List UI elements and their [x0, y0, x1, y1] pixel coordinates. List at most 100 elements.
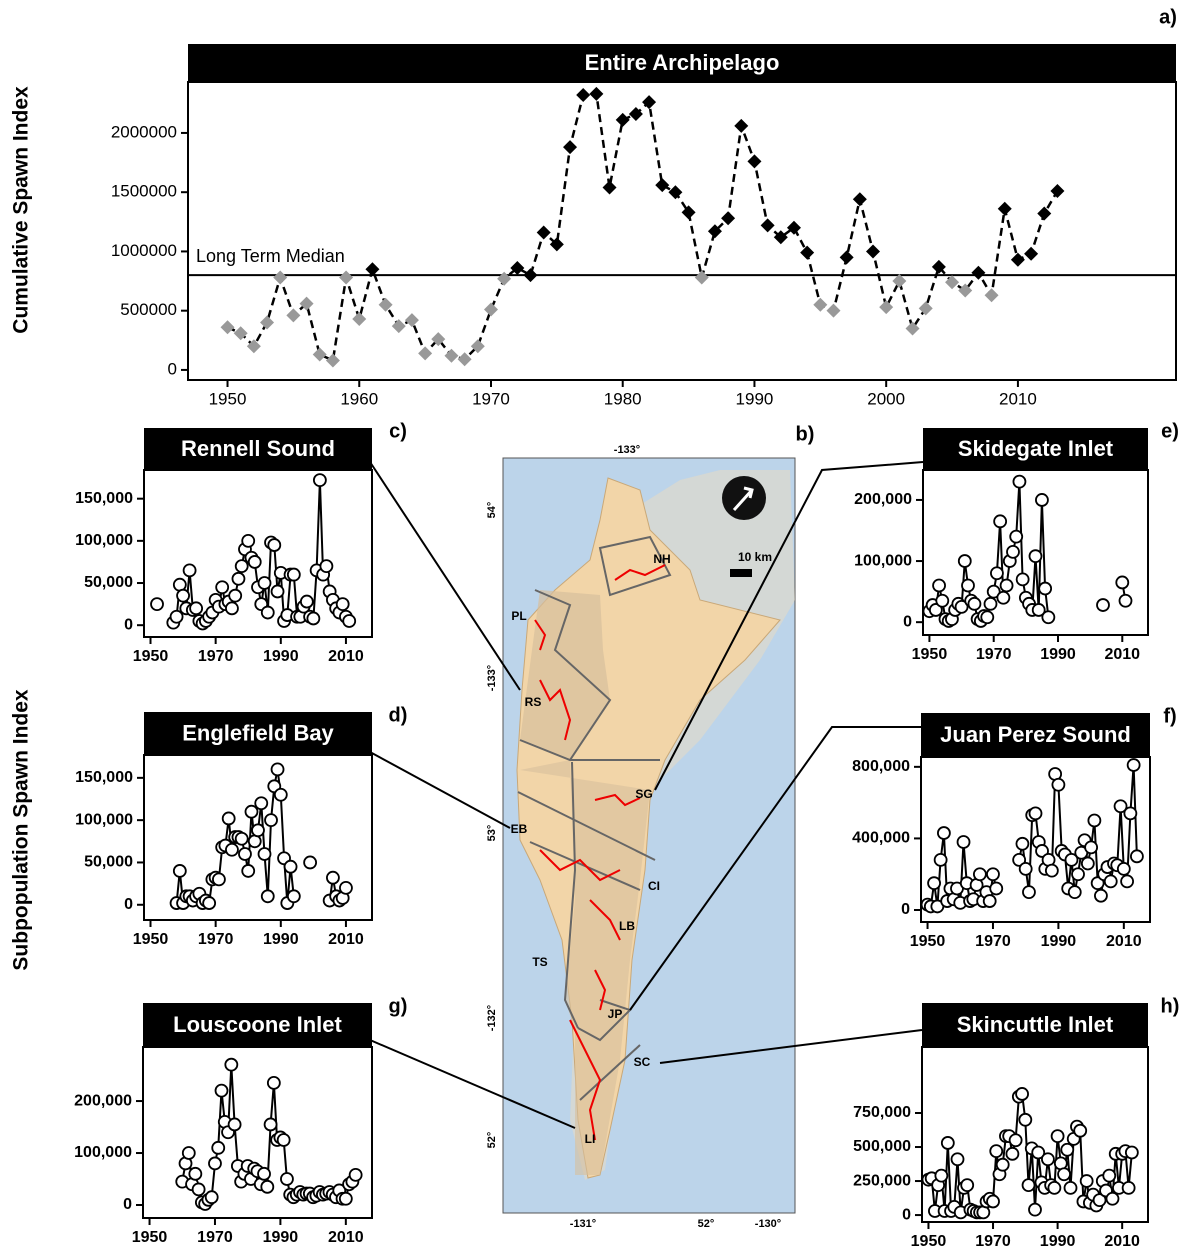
- data-point: [1036, 494, 1048, 506]
- data-point: [151, 598, 163, 610]
- data-point: [826, 304, 840, 318]
- data-point: [184, 564, 196, 576]
- data-point: [961, 1179, 973, 1191]
- data-point: [629, 107, 643, 121]
- data-point: [981, 611, 993, 623]
- y-tick-label: 500000: [120, 300, 177, 319]
- data-point: [249, 556, 261, 568]
- data-point: [1128, 759, 1140, 771]
- y-tick-label: 2000000: [111, 122, 177, 141]
- panel-label: g): [389, 995, 408, 1017]
- data-point: [301, 596, 313, 608]
- data-point: [379, 298, 393, 312]
- data-point: [418, 346, 432, 360]
- data-point: [840, 250, 854, 264]
- median-label: Long Term Median: [196, 246, 345, 266]
- data-point: [974, 868, 986, 880]
- data-point: [1017, 573, 1029, 585]
- y-tick-label: 1500000: [111, 182, 177, 201]
- graticule-label: -133°: [486, 665, 498, 691]
- data-point: [576, 88, 590, 102]
- data-point: [928, 877, 940, 889]
- y-tick-label: 0: [124, 896, 133, 913]
- x-tick-label: 1970: [472, 389, 510, 408]
- data-point: [314, 474, 326, 486]
- chart-title: Englefield Bay: [182, 720, 334, 745]
- region-label: NH: [653, 552, 670, 566]
- x-tick-label: 1960: [340, 389, 378, 408]
- region-label: PL: [511, 609, 526, 623]
- data-point: [524, 268, 538, 282]
- x-tick-label: 1950: [133, 648, 169, 665]
- data-point: [1052, 1130, 1064, 1142]
- data-point: [337, 598, 349, 610]
- chart-title: Entire Archipelago: [585, 50, 780, 75]
- data-point: [935, 854, 947, 866]
- data-point: [968, 598, 980, 610]
- panel-label: b): [796, 423, 815, 445]
- data-point: [958, 836, 970, 848]
- data-point: [225, 1059, 237, 1071]
- data-point: [285, 861, 297, 873]
- data-point: [1029, 1204, 1041, 1216]
- data-point: [655, 178, 669, 192]
- data-point: [288, 890, 300, 902]
- data-point: [1065, 1182, 1077, 1194]
- data-point: [1042, 611, 1054, 623]
- x-tick-label: 1950: [910, 933, 946, 950]
- x-tick-label: 1970: [976, 646, 1012, 663]
- data-point: [1048, 1182, 1060, 1194]
- x-tick-label: 1990: [263, 648, 299, 665]
- x-tick-label: 2010: [328, 931, 364, 948]
- data-point: [226, 844, 238, 856]
- data-point: [1039, 583, 1051, 595]
- region-label: TS: [532, 955, 547, 969]
- x-tick-label: 2000: [867, 389, 905, 408]
- data-point: [589, 87, 603, 101]
- data-point: [1069, 886, 1081, 898]
- data-point: [990, 883, 1002, 895]
- x-tick-label: 2010: [1106, 933, 1142, 950]
- data-point: [216, 581, 228, 593]
- data-point: [1106, 1193, 1118, 1205]
- data-point: [242, 865, 254, 877]
- data-point: [892, 274, 906, 288]
- data-point: [866, 244, 880, 258]
- x-tick-label: 1980: [604, 389, 642, 408]
- data-point: [952, 1153, 964, 1165]
- data-point: [761, 218, 775, 232]
- chart-title: Skincuttle Inlet: [957, 1012, 1114, 1037]
- data-point: [1024, 247, 1038, 261]
- data-point: [603, 180, 617, 194]
- data-point: [258, 1168, 270, 1180]
- data-point: [721, 211, 735, 225]
- chart-title: Skidegate Inlet: [958, 436, 1114, 461]
- data-point: [1126, 1146, 1138, 1158]
- data-point: [734, 119, 748, 133]
- data-point: [1058, 1168, 1070, 1180]
- data-point: [327, 872, 339, 884]
- data-point: [1037, 207, 1051, 221]
- data-point: [1050, 184, 1064, 198]
- scale-label: 10 km: [738, 550, 772, 564]
- series-line: [228, 94, 1058, 361]
- data-point: [262, 607, 274, 619]
- data-point: [320, 560, 332, 572]
- data-point: [236, 833, 248, 845]
- data-point: [313, 348, 327, 362]
- y-tick-label: 0: [902, 1206, 911, 1223]
- data-point: [304, 856, 316, 868]
- data-point: [229, 1118, 241, 1130]
- data-point: [1118, 863, 1130, 875]
- data-point: [936, 595, 948, 607]
- data-point: [286, 308, 300, 322]
- data-point: [268, 539, 280, 551]
- data-point: [262, 890, 274, 902]
- x-tick-label: 1970: [198, 931, 234, 948]
- y-tick-label: 750,000: [853, 1104, 911, 1121]
- data-point: [1046, 865, 1058, 877]
- map: 10 km NH PL RS SG EB CI LB TS JP SC LI -…: [486, 423, 815, 1230]
- chart-title: Rennell Sound: [181, 436, 335, 461]
- data-point: [239, 848, 251, 860]
- data-point: [307, 612, 319, 624]
